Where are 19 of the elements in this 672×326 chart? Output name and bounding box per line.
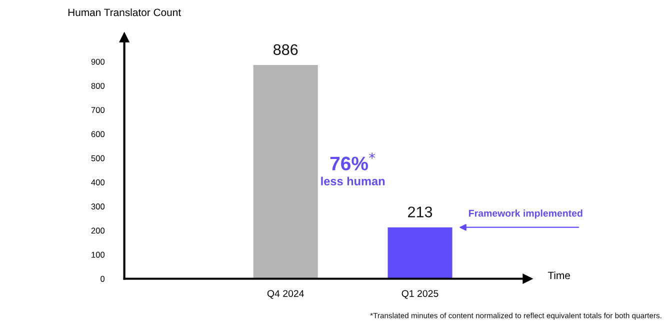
annotation: less human [321, 176, 385, 186]
y-tick-label: 700 [91, 107, 105, 113]
y-tick-label: 0 [100, 276, 105, 282]
data-label: 213 [408, 206, 432, 218]
annotation: Framework implemented [469, 210, 582, 219]
x-tick-label: Q1 2025 [402, 290, 438, 299]
annotation: 76%$^{*}$ [330, 152, 376, 170]
y-tick-label: 900 [91, 58, 105, 65]
y-tick-label: 800 [91, 82, 105, 89]
y-tick-label: 400 [91, 179, 105, 186]
y-tick-label: 300 [91, 204, 105, 210]
x-axis-title: Time [548, 271, 570, 280]
x-tick-label: Q4 2024 [267, 290, 304, 299]
y-tick-label: 200 [91, 228, 105, 234]
y-tick-label: 600 [91, 131, 105, 138]
y-tick-label: 500 [91, 155, 105, 162]
data-label: 886 [274, 44, 298, 56]
y-tick-label: 100 [92, 252, 105, 258]
y-axis-title: Human Translator Count [68, 8, 181, 16]
